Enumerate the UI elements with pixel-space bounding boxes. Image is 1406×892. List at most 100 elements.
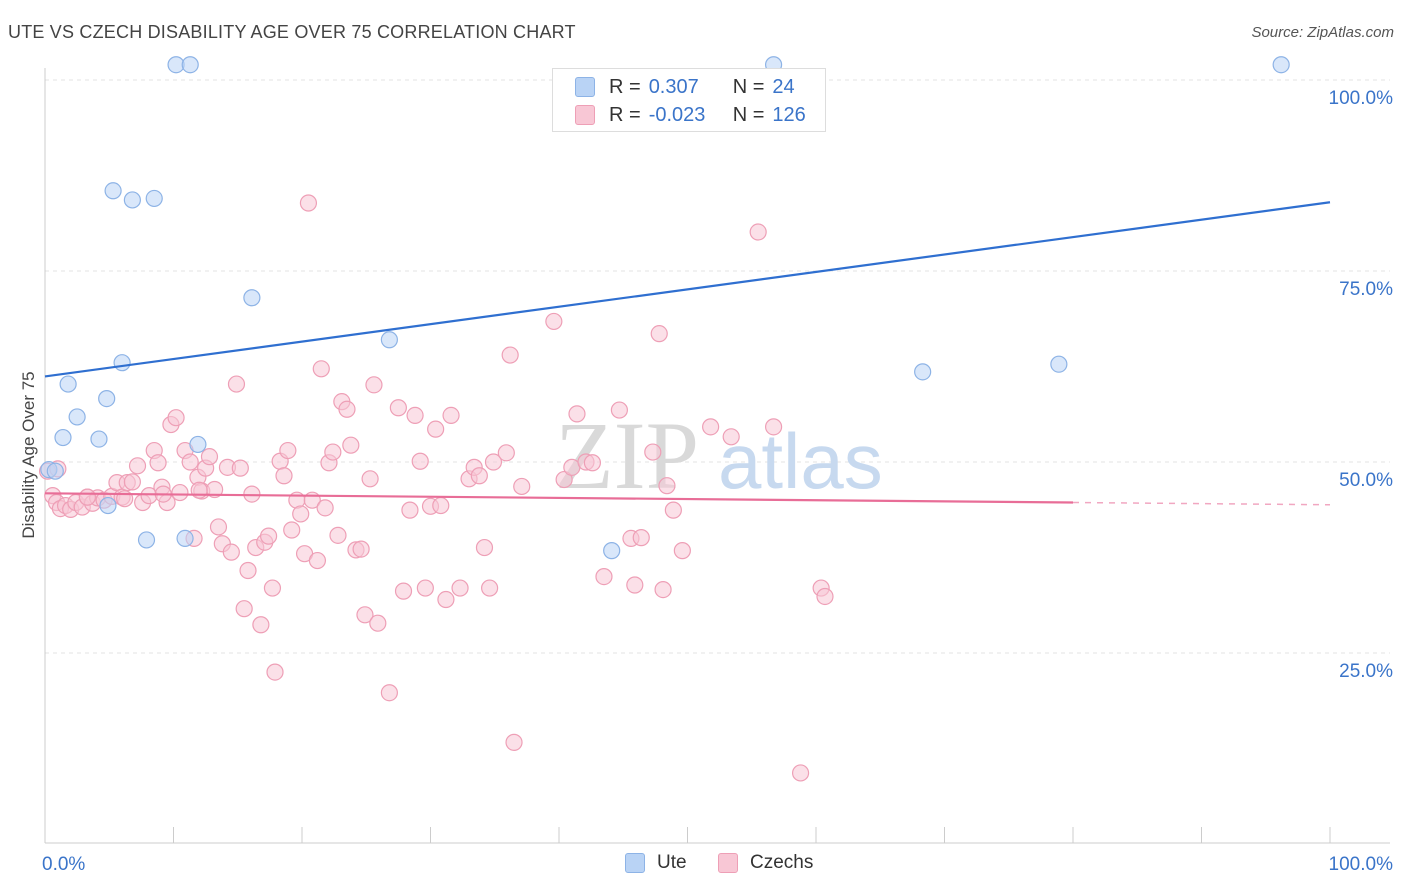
czech-point: [595, 567, 613, 586]
czech-point: [324, 443, 342, 461]
czech-point: [338, 400, 356, 418]
grid-lines: [45, 79, 1390, 654]
czech-point: [632, 529, 650, 547]
ute-legend-swatch: [625, 853, 645, 873]
n-label: N =: [732, 75, 765, 98]
y-tick-label: 75.0%: [1339, 279, 1393, 300]
y-tick-label: 50.0%: [1339, 470, 1393, 491]
czech-point: [312, 360, 330, 378]
ute-point: [68, 408, 86, 426]
czech-point: [275, 467, 293, 485]
ute-point: [1272, 56, 1290, 74]
ute-point: [137, 531, 156, 549]
czech-point: [181, 453, 199, 471]
chart-source: Source: ZipAtlas.com: [1251, 24, 1394, 41]
czech-point: [658, 477, 676, 495]
czech-point: [361, 470, 379, 488]
czech-trend-line: [44, 492, 1074, 504]
czech-point: [394, 582, 413, 600]
czech-point: [239, 561, 257, 580]
ute-trend-line: [44, 201, 1331, 378]
czech-point: [664, 501, 682, 519]
czech-point: [555, 470, 573, 489]
czech-point: [451, 579, 469, 597]
czech-series: [38, 194, 834, 782]
correlation-legend: R = 0.307 N = 24 R = -0.023 N = 126: [552, 68, 826, 132]
ute-point: [181, 56, 199, 74]
ute-point: [54, 428, 72, 447]
ute-point: [603, 542, 621, 560]
r-label: R =: [609, 103, 641, 126]
czech-point: [78, 488, 97, 506]
czech-point: [209, 518, 228, 536]
czech-point: [200, 448, 219, 466]
ute-point: [123, 191, 141, 209]
ute-point: [98, 389, 116, 408]
chart-title: UTE VS CZECH DISABILITY AGE OVER 75 CORR…: [8, 22, 576, 42]
czech-point: [654, 580, 672, 599]
czech-point: [292, 505, 310, 523]
czech-point: [222, 543, 240, 561]
czech-point: [475, 538, 494, 557]
czech-point: [380, 684, 398, 702]
czech-point: [427, 420, 445, 438]
czech-point: [365, 376, 383, 394]
czech-point: [227, 375, 246, 393]
ute-point: [113, 354, 131, 372]
ute-point: [90, 430, 108, 448]
czech-point: [411, 452, 429, 470]
n-label: N =: [732, 103, 765, 126]
czech-point: [149, 454, 167, 472]
czech-point: [356, 606, 374, 624]
czech-point: [279, 441, 297, 460]
czech-trend-extension: [1072, 501, 1331, 506]
ute-point: [914, 363, 932, 381]
czech-point: [644, 443, 662, 461]
ute-point: [176, 529, 194, 548]
czech-legend-swatch: [718, 853, 738, 873]
czech-point: [266, 663, 284, 681]
czech-point: [259, 527, 278, 545]
czech-point: [545, 312, 563, 331]
tick-labels: 25.0% 50.0% 75.0% 100.0% 0.0% 100.0%: [42, 88, 1393, 875]
y-axis-label: Disability Age Over 75: [19, 371, 38, 538]
ute-point: [243, 289, 261, 307]
czech-point: [816, 587, 834, 606]
czech-point: [702, 418, 720, 436]
czech-point: [650, 325, 668, 343]
czech-point: [235, 600, 253, 618]
czech-point: [231, 459, 249, 477]
czech-point: [764, 418, 783, 436]
ute-legend-label: Ute: [657, 852, 687, 873]
czech-point: [442, 406, 460, 424]
czech-point: [610, 401, 628, 419]
czech-n-value: 126: [772, 103, 806, 126]
ute-point: [145, 189, 163, 208]
ute-r-value: 0.307: [648, 75, 699, 98]
czech-r-value: -0.023: [648, 103, 706, 126]
y-tick-label: 100.0%: [1329, 88, 1394, 109]
ute-point: [104, 182, 122, 200]
czech-point: [501, 346, 519, 364]
czech-point: [369, 614, 387, 632]
czech-point: [513, 477, 531, 496]
czech-point: [505, 733, 523, 751]
czech-point: [583, 454, 602, 472]
czech-point: [626, 576, 644, 594]
ute-point: [1050, 355, 1068, 373]
czech-point: [123, 473, 141, 491]
czech-point: [437, 590, 455, 609]
czech-point: [283, 521, 301, 539]
czech-point: [190, 481, 208, 499]
czech-point: [329, 526, 347, 544]
czech-point: [342, 436, 360, 454]
ute-point: [99, 496, 117, 515]
legend-row-czech: R = -0.023 N = 126: [575, 100, 806, 130]
czech-point: [316, 499, 334, 517]
czech-point: [749, 223, 767, 241]
czech-point: [722, 428, 740, 446]
czech-swatch: [575, 105, 595, 125]
czech-point: [167, 409, 185, 427]
ute-point: [380, 331, 398, 349]
czech-point: [416, 579, 434, 597]
